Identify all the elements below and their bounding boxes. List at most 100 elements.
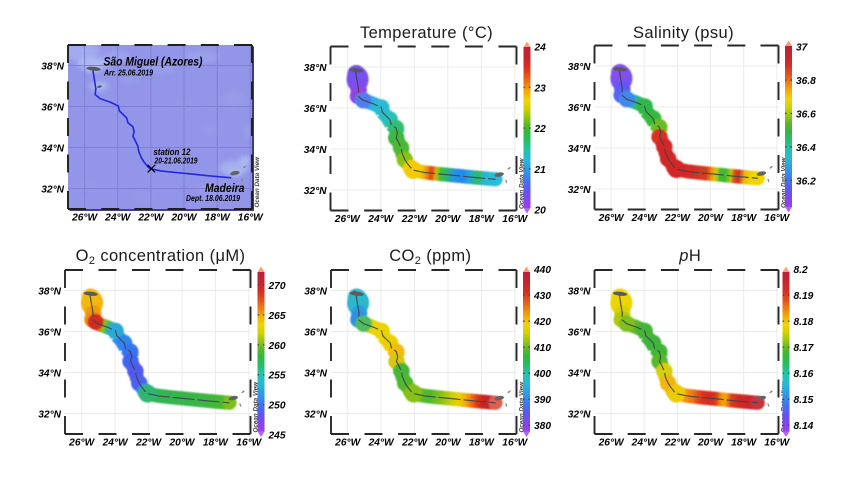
svg-text:36°N: 36°N bbox=[304, 104, 327, 115]
svg-text:8.14: 8.14 bbox=[794, 421, 814, 432]
svg-text:26°W: 26°W bbox=[334, 438, 361, 449]
svg-text:24: 24 bbox=[534, 43, 547, 54]
svg-text:São Miguel (Azores): São Miguel (Azores) bbox=[104, 57, 203, 69]
svg-text:22°W: 22°W bbox=[135, 438, 162, 449]
svg-text:32°N: 32°N bbox=[304, 186, 327, 197]
svg-text:Ocean Data View: Ocean Data View bbox=[254, 156, 261, 208]
svg-text:32°N: 32°N bbox=[304, 409, 327, 420]
svg-text:20°W: 20°W bbox=[434, 438, 461, 449]
svg-text:34°N: 34°N bbox=[568, 144, 591, 155]
svg-text:20°W: 20°W bbox=[170, 213, 197, 224]
svg-text:265: 265 bbox=[268, 311, 286, 322]
svg-text:36°N: 36°N bbox=[41, 102, 64, 113]
svg-text:Ocean Data View: Ocean Data View bbox=[519, 157, 526, 209]
svg-text:22°W: 22°W bbox=[401, 214, 428, 225]
svg-text:36.8: 36.8 bbox=[796, 76, 816, 87]
svg-text:24°W: 24°W bbox=[631, 438, 658, 449]
svg-text:20°W: 20°W bbox=[697, 213, 724, 224]
svg-text:16°W: 16°W bbox=[502, 438, 528, 449]
svg-text:36°N: 36°N bbox=[38, 327, 61, 338]
svg-text:16°W: 16°W bbox=[502, 214, 528, 225]
svg-text:20-21.06.2019: 20-21.06.2019 bbox=[154, 156, 198, 165]
svg-text:245: 245 bbox=[268, 431, 286, 442]
svg-text:440: 440 bbox=[533, 265, 551, 276]
svg-text:380: 380 bbox=[534, 421, 551, 432]
svg-text:23: 23 bbox=[534, 83, 547, 94]
svg-text:36°N: 36°N bbox=[304, 327, 327, 338]
svg-text:34°N: 34°N bbox=[38, 368, 61, 379]
svg-text:CO2 (ppm): CO2 (ppm) bbox=[389, 247, 471, 267]
svg-text:22°W: 22°W bbox=[401, 438, 428, 449]
svg-text:Madeira: Madeira bbox=[205, 183, 245, 195]
svg-text:8.19: 8.19 bbox=[794, 291, 814, 302]
svg-text:36°N: 36°N bbox=[568, 103, 591, 114]
svg-text:26°W: 26°W bbox=[71, 213, 98, 224]
svg-text:O2 concentration (μM): O2 concentration (μM) bbox=[76, 247, 246, 267]
svg-text:22°W: 22°W bbox=[664, 438, 691, 449]
svg-text:34°N: 34°N bbox=[304, 368, 327, 379]
svg-text:20°W: 20°W bbox=[434, 214, 461, 225]
svg-text:32°N: 32°N bbox=[38, 409, 61, 420]
svg-text:390: 390 bbox=[534, 395, 551, 406]
svg-text:20: 20 bbox=[534, 206, 547, 217]
svg-text:26°W: 26°W bbox=[598, 438, 625, 449]
svg-text:38°N: 38°N bbox=[568, 286, 591, 297]
svg-text:400: 400 bbox=[533, 369, 551, 380]
svg-text:36.2: 36.2 bbox=[796, 176, 816, 187]
svg-text:270: 270 bbox=[268, 281, 286, 292]
svg-text:16°W: 16°W bbox=[236, 438, 262, 449]
svg-text:36.6: 36.6 bbox=[796, 110, 816, 121]
svg-text:Temperature (°C): Temperature (°C) bbox=[360, 24, 493, 42]
svg-text:8.15: 8.15 bbox=[794, 395, 814, 406]
svg-text:Ocean Data View: Ocean Data View bbox=[253, 381, 260, 433]
svg-text:16°W: 16°W bbox=[238, 213, 264, 224]
svg-text:Dept. 18.06.2019: Dept. 18.06.2019 bbox=[186, 194, 240, 203]
svg-text:22: 22 bbox=[534, 124, 547, 135]
svg-text:20°W: 20°W bbox=[697, 438, 724, 449]
svg-text:24°W: 24°W bbox=[367, 214, 394, 225]
svg-text:36°N: 36°N bbox=[568, 327, 591, 338]
svg-text:Salinity (psu): Salinity (psu) bbox=[633, 24, 734, 42]
svg-text:24°W: 24°W bbox=[104, 213, 131, 224]
svg-text:22°W: 22°W bbox=[137, 213, 164, 224]
svg-text:32°N: 32°N bbox=[568, 409, 591, 420]
svg-text:18°W: 18°W bbox=[203, 438, 229, 449]
svg-text:34°N: 34°N bbox=[568, 368, 591, 379]
svg-text:37: 37 bbox=[796, 43, 809, 54]
svg-text:255: 255 bbox=[268, 371, 286, 382]
svg-text:18°W: 18°W bbox=[731, 438, 757, 449]
svg-text:station 12: station 12 bbox=[153, 147, 191, 158]
svg-text:pH: pH bbox=[678, 247, 701, 265]
svg-text:260: 260 bbox=[268, 341, 286, 352]
svg-text:18°W: 18°W bbox=[205, 213, 231, 224]
svg-text:Ocean Data View: Ocean Data View bbox=[781, 156, 788, 208]
svg-text:18°W: 18°W bbox=[469, 438, 495, 449]
svg-text:8.2: 8.2 bbox=[794, 265, 808, 276]
svg-text:420: 420 bbox=[533, 317, 551, 328]
svg-text:38°N: 38°N bbox=[304, 63, 327, 74]
svg-text:32°N: 32°N bbox=[41, 184, 64, 195]
svg-text:430: 430 bbox=[533, 291, 551, 302]
svg-text:26°W: 26°W bbox=[68, 438, 95, 449]
svg-text:24°W: 24°W bbox=[631, 213, 658, 224]
svg-text:Arr. 25.06.2019: Arr. 25.06.2019 bbox=[103, 69, 153, 78]
svg-text:22°W: 22°W bbox=[664, 213, 691, 224]
svg-text:18°W: 18°W bbox=[731, 213, 757, 224]
svg-text:24°W: 24°W bbox=[102, 438, 129, 449]
svg-text:8.16: 8.16 bbox=[794, 369, 814, 380]
svg-text:38°N: 38°N bbox=[568, 62, 591, 73]
svg-text:34°N: 34°N bbox=[304, 145, 327, 156]
svg-text:8.17: 8.17 bbox=[794, 343, 815, 354]
svg-text:26°W: 26°W bbox=[598, 213, 625, 224]
svg-text:36.4: 36.4 bbox=[796, 143, 816, 154]
svg-text:34°N: 34°N bbox=[41, 143, 64, 154]
svg-text:38°N: 38°N bbox=[41, 61, 64, 72]
svg-text:38°N: 38°N bbox=[38, 286, 61, 297]
svg-text:8.18: 8.18 bbox=[794, 317, 814, 328]
svg-text:Ocean Data View: Ocean Data View bbox=[519, 381, 526, 433]
svg-text:16°W: 16°W bbox=[764, 438, 790, 449]
svg-text:21: 21 bbox=[534, 165, 547, 176]
svg-text:32°N: 32°N bbox=[568, 185, 591, 196]
svg-text:250: 250 bbox=[268, 401, 286, 412]
svg-text:18°W: 18°W bbox=[469, 214, 495, 225]
